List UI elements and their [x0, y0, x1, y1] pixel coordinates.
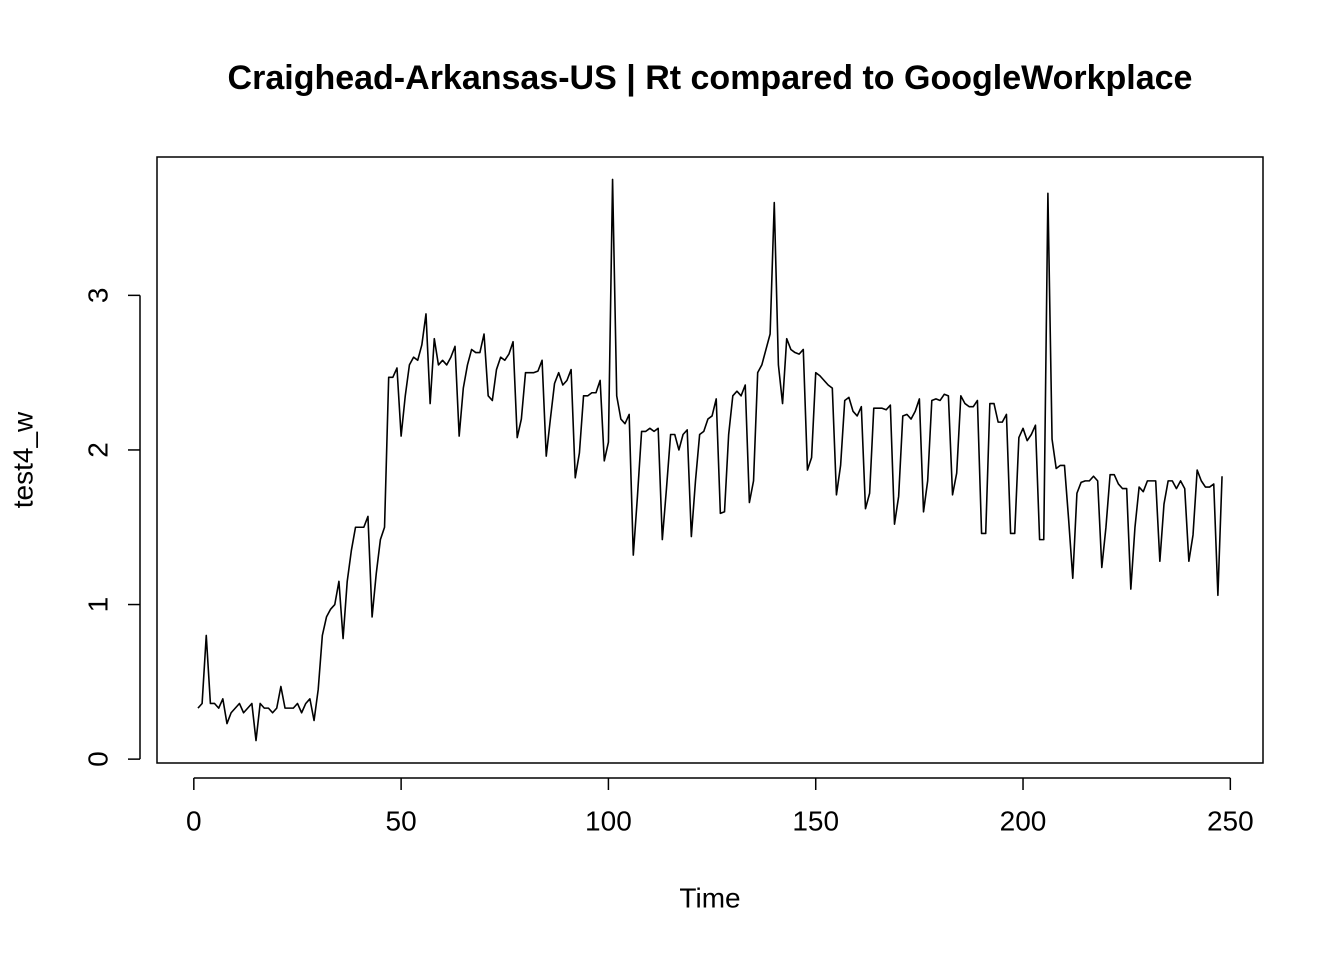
- x-tick-label: 0: [186, 805, 202, 836]
- chart-title: Craighead-Arkansas-US | Rt compared to G…: [228, 59, 1193, 97]
- y-axis-title: test4_w: [7, 411, 38, 508]
- x-axis-title: Time: [679, 882, 740, 913]
- x-tick-label: 250: [1207, 805, 1254, 836]
- x-tick-label: 50: [386, 805, 417, 836]
- y-tick-label: 3: [82, 288, 113, 304]
- x-tick-label: 200: [1000, 805, 1047, 836]
- y-tick-label: 0: [82, 751, 113, 767]
- series-line: [197, 178, 1223, 742]
- y-tick-label: 2: [82, 442, 113, 458]
- y-tick-label: 1: [82, 597, 113, 613]
- x-tick-label: 100: [585, 805, 632, 836]
- plot-frame: [156, 156, 1264, 764]
- x-tick-label: 150: [792, 805, 839, 836]
